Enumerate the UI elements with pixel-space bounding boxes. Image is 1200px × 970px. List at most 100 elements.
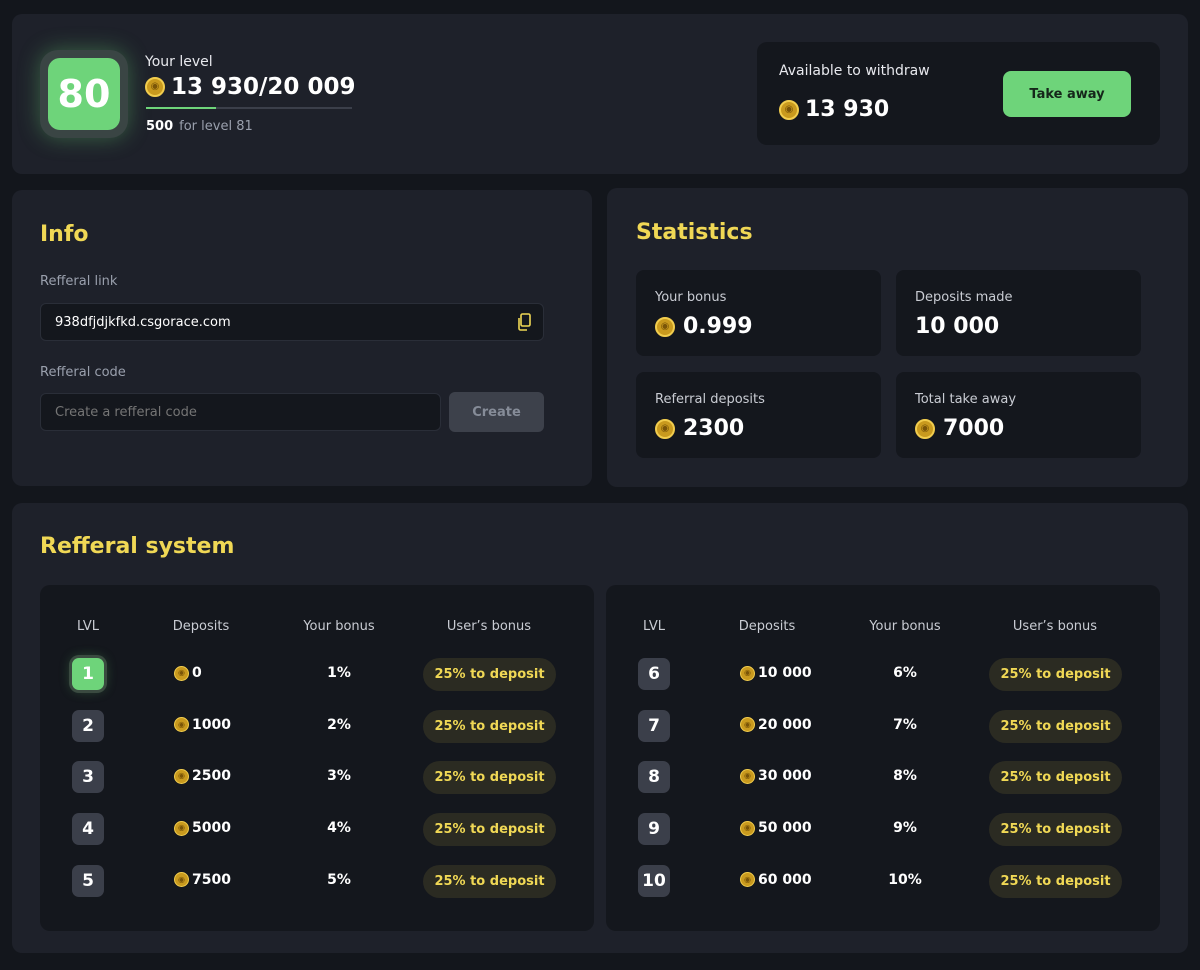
deposit-value: 60 000 (758, 871, 812, 888)
stat-referral-deposits: Referral deposits ◉ 2300 (636, 372, 881, 458)
referral-link-label: Refferal link (40, 274, 118, 289)
level-cell: 4 (72, 813, 104, 846)
coin-icon: ◉ (174, 665, 189, 681)
table-header: Deposits (738, 619, 796, 634)
your-bonus-cell: 7% (893, 716, 917, 733)
deposit-value: 50 000 (758, 820, 812, 837)
table-header: User’s bonus (1012, 619, 1098, 634)
coin-icon: ◉ (779, 99, 799, 120)
table-header: Your bonus (869, 619, 941, 634)
your-bonus-cell: 5% (327, 871, 351, 888)
deposit-cell: ◉ 60 000 (740, 872, 812, 888)
user-bonus-pill: 25% to deposit (423, 864, 556, 898)
stat-value-text: 10 000 (915, 314, 1000, 339)
level-cell: 9 (638, 813, 670, 846)
level-progress-fill (146, 107, 217, 109)
coin-icon: ◉ (740, 820, 755, 836)
table-header: LVL (643, 619, 665, 634)
stat-value: ◉ 2300 (655, 416, 744, 441)
your-bonus-cell: 1% (327, 665, 351, 681)
coin-icon: ◉ (915, 418, 935, 439)
stat-label: Your bonus (655, 290, 727, 305)
user-bonus-pill: 25% to deposit (423, 761, 556, 795)
deposit-cell: ◉ 10 000 (740, 665, 812, 681)
deposit-cell: ◉ 30 000 (740, 768, 812, 784)
your-bonus-cell: 9% (893, 820, 917, 837)
referral-table-right: LVL Deposits Your bonus User’s bonus 6 ◉ 10 00… (606, 585, 1160, 931)
referral-link-field[interactable]: 938dfjdjkfkd.csgorace.com (40, 303, 544, 341)
user-bonus-pill: 25% to deposit (989, 761, 1122, 795)
deposit-value: 20 000 (758, 716, 812, 733)
withdraw-label: Available to withdraw (779, 63, 930, 79)
stat-value-text: 7000 (943, 416, 1005, 441)
deposit-cell: ◉ 50 000 (740, 820, 812, 836)
level-cell: 5 (72, 864, 104, 897)
statistics-card: Statistics Your bonus ◉ 0.999 Deposits m… (607, 188, 1188, 487)
referral-link-value: 938dfjdjkfkd.csgorace.com (55, 314, 231, 330)
level-cell: 2 (72, 709, 104, 742)
stat-value: ◉ 7000 (915, 416, 1004, 441)
stat-label: Referral deposits (655, 392, 765, 407)
your-bonus-cell: 8% (893, 768, 917, 785)
deposit-value: 10 000 (758, 665, 812, 681)
coin-icon: ◉ (174, 717, 189, 733)
table-header: Your bonus (303, 619, 375, 634)
deposit-value: 5000 (192, 820, 231, 837)
referral-system-title: Refferal system (40, 534, 235, 559)
deposit-value: 30 000 (758, 768, 812, 785)
table-header: LVL (77, 619, 99, 634)
user-bonus-pill: 25% to deposit (989, 709, 1122, 743)
user-bonus-pill: 25% to deposit (989, 864, 1122, 898)
referral-table-left: LVL Deposits Your bonus User’s bonus 1 ◉ 0 1% 25… (40, 585, 594, 931)
coin-icon: ◉ (174, 768, 189, 784)
level-progress-value: 13 930/20 009 (171, 74, 356, 100)
level-cell: 10 (638, 864, 670, 897)
coin-icon: ◉ (740, 768, 755, 784)
deposit-cell: ◉ 7500 (174, 872, 231, 888)
your-level-label: Your level (145, 54, 213, 70)
referral-code-input[interactable] (40, 393, 441, 431)
withdraw-amount-value: 13 930 (805, 97, 890, 122)
user-bonus-pill: 25% to deposit (989, 658, 1122, 691)
level-number: 80 (48, 58, 120, 130)
stat-value: ◉ 0.999 (655, 314, 753, 339)
deposit-value: 7500 (192, 871, 231, 888)
your-bonus-cell: 4% (327, 820, 351, 837)
info-card: Info Refferal link 938dfjdjkfkd.csgorace… (12, 190, 592, 486)
copy-icon[interactable] (517, 313, 531, 331)
level-cell: 3 (72, 761, 104, 794)
level-progress-bar (146, 107, 352, 109)
stat-value-text: 2300 (683, 416, 745, 441)
create-button[interactable]: Create (449, 392, 544, 432)
your-bonus-cell: 2% (327, 716, 351, 733)
stat-total-take-away: Total take away ◉ 7000 (896, 372, 1141, 458)
level-cell: 6 (638, 658, 670, 690)
level-card: 80 Your level ◉ 13 930/20 009 500 for lev… (12, 14, 1188, 174)
next-level-info: 500 for level 81 (146, 119, 253, 134)
coin-icon: ◉ (145, 77, 165, 97)
coin-icon: ◉ (174, 820, 189, 836)
referral-code-label: Refferal code (40, 365, 126, 380)
take-away-button[interactable]: Take away (1003, 71, 1131, 117)
coin-icon: ◉ (655, 316, 675, 337)
coin-icon: ◉ (740, 717, 755, 733)
level-cell: 1 (72, 658, 104, 690)
coin-icon: ◉ (174, 872, 189, 888)
your-bonus-cell: 3% (327, 768, 351, 785)
stat-deposits-made: Deposits made 10 000 (896, 270, 1141, 356)
deposit-cell: ◉ 5000 (174, 820, 231, 836)
level-cell: 8 (638, 761, 670, 794)
deposit-cell: ◉ 1000 (174, 717, 231, 733)
info-title: Info (40, 222, 89, 247)
withdraw-amount: ◉ 13 930 (779, 97, 889, 122)
coin-icon: ◉ (740, 665, 755, 681)
stat-label: Total take away (915, 392, 1017, 407)
deposit-cell: ◉ 2500 (174, 768, 231, 784)
level-cell: 7 (638, 709, 670, 742)
next-level-label: for level 81 (179, 119, 253, 134)
stat-your-bonus: Your bonus ◉ 0.999 (636, 270, 881, 356)
your-bonus-cell: 10% (888, 871, 922, 888)
user-bonus-pill: 25% to deposit (989, 813, 1122, 847)
user-bonus-pill: 25% to deposit (423, 813, 556, 847)
stat-label: Deposits made (915, 290, 1013, 305)
